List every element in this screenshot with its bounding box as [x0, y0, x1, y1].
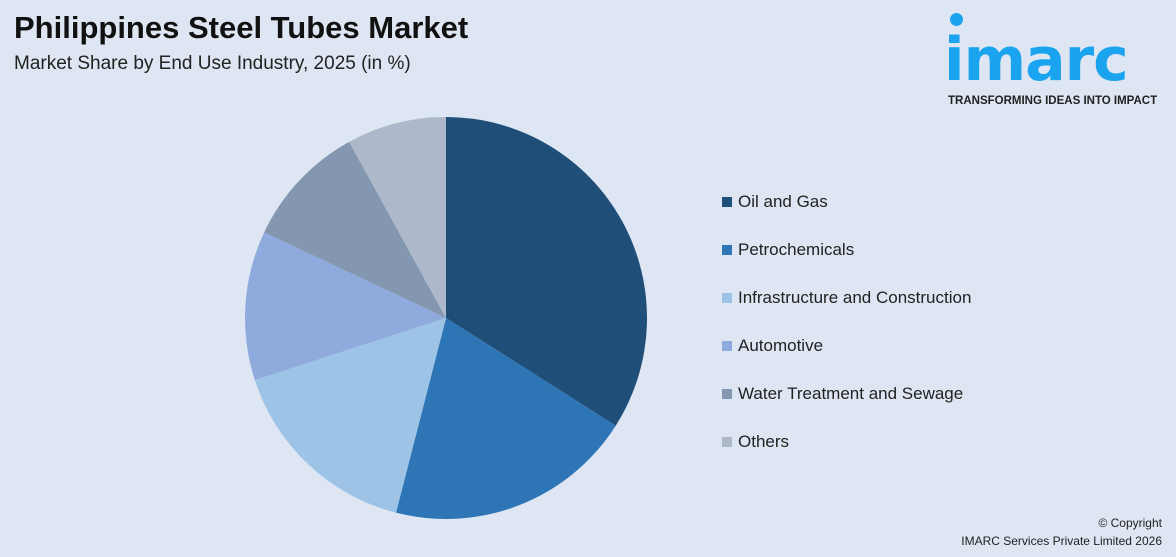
- legend-label: Water Treatment and Sewage: [738, 384, 964, 403]
- legend-swatch: [722, 389, 732, 399]
- chart-title: Philippines Steel Tubes Market: [14, 10, 469, 45]
- imarc-logo: imarc TRANSFORMING IDEAS INTO IMPACT: [944, 8, 1170, 112]
- chart-subtitle: Market Share by End Use Industry, 2025 (…: [14, 53, 411, 74]
- logo-dot: [950, 13, 963, 26]
- pie-slice-infrastructure-and-construction: [254, 318, 446, 513]
- legend-swatch: [722, 245, 732, 255]
- pie-slice-petrochemicals: [396, 318, 616, 519]
- legend-item-water-treatment-and-sewage: Water Treatment and Sewage: [722, 370, 971, 418]
- legend-swatch: [722, 293, 732, 303]
- legend: Oil and Gas Petrochemicals Infrastructure …: [722, 178, 971, 466]
- pie-chart: [244, 117, 647, 519]
- legend-item-automotive: Automotive: [722, 322, 971, 370]
- legend-label: Automotive: [738, 336, 824, 355]
- legend-item-oil-and-gas: Oil and Gas: [722, 178, 971, 226]
- legend-swatch: [722, 437, 732, 447]
- legend-item-others: Others: [722, 418, 971, 466]
- copyright-label: © Copyright: [1098, 516, 1162, 530]
- copyright-company: IMARC Services Private Limited 2026: [961, 534, 1162, 548]
- pie-slice-automotive: [244, 232, 446, 381]
- pie-slice-water-treatment-and-sewage: [264, 141, 446, 318]
- pie-slice-others: [349, 117, 446, 318]
- pie-slice-oil-and-gas: [446, 117, 647, 426]
- legend-swatch: [722, 341, 732, 351]
- legend-swatch: [722, 197, 732, 207]
- legend-label: Petrochemicals: [738, 240, 855, 259]
- legend-label: Infrastructure and Construction: [738, 288, 972, 307]
- legend-item-infrastructure-and-construction: Infrastructure and Construction: [722, 274, 971, 322]
- legend-label: Oil and Gas: [738, 192, 828, 211]
- legend-item-petrochemicals: Petrochemicals: [722, 226, 971, 274]
- legend-label: Others: [738, 432, 790, 451]
- copyright: © Copyright IMARC Services Private Limit…: [961, 514, 1162, 550]
- logo-tagline: TRANSFORMING IDEAS INTO IMPACT: [948, 95, 1158, 107]
- logo-word: imarc: [944, 25, 1129, 95]
